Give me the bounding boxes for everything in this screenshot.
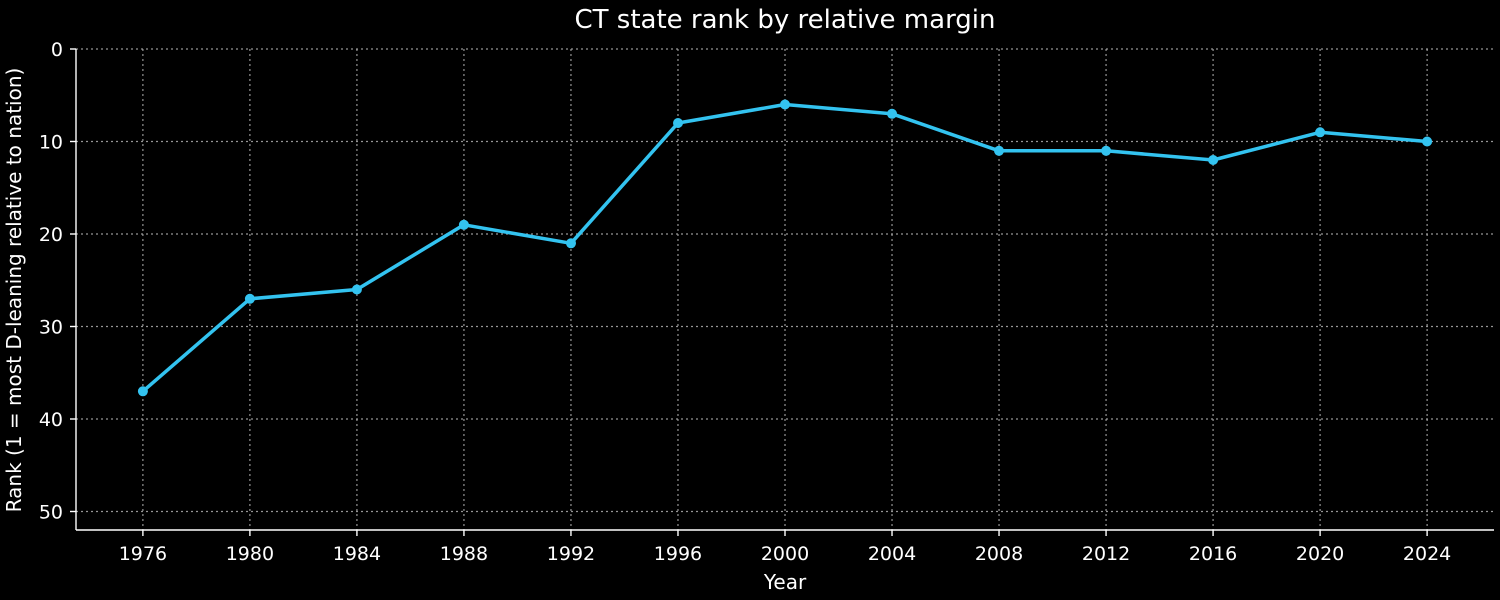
y-axis-label: Rank (1 = most D-leaning relative to nat…: [2, 68, 26, 513]
data-point: [566, 238, 576, 249]
x-tick-label: 1988: [440, 543, 488, 565]
x-tick-label: 2004: [868, 543, 916, 565]
x-tick-label: 2008: [975, 543, 1023, 565]
x-tick-label: 1976: [119, 543, 167, 565]
x-axis-label: Year: [763, 570, 807, 594]
chart-title: CT state rank by relative margin: [574, 5, 995, 35]
y-tick-label: 10: [39, 132, 63, 154]
data-point: [351, 284, 362, 295]
data-point: [673, 118, 683, 128]
axes: 1976 1980 1984 1988 1992 1996 2000 2004 2008 2012…: [39, 39, 1494, 565]
y-tick-label: 0: [51, 39, 63, 61]
x-tick-label: 2024: [1403, 543, 1451, 565]
x-tick-label: 1996: [654, 543, 702, 565]
y-tick-label: 50: [39, 502, 63, 524]
data-point: [1208, 155, 1219, 165]
data-point: [780, 99, 790, 110]
data-point: [244, 293, 255, 304]
data-point: [1422, 136, 1433, 147]
x-tick-label: 2016: [1189, 543, 1237, 565]
x-tick-label: 1992: [547, 543, 595, 565]
x-tick-label: 2020: [1296, 543, 1344, 565]
data-point: [458, 219, 469, 230]
y-tick-label: 40: [39, 409, 63, 431]
data-point: [137, 386, 148, 397]
x-tick-label: 1984: [333, 543, 381, 565]
y-tick-label: 20: [39, 224, 63, 246]
data-point: [1101, 145, 1112, 156]
data-point: [887, 108, 897, 119]
y-tick-label: 30: [39, 317, 63, 339]
x-tick-label: 2012: [1082, 543, 1130, 565]
data-point: [994, 145, 1004, 156]
x-tick-label: 1980: [226, 543, 274, 565]
series-layer: [137, 99, 1433, 397]
data-point: [1315, 127, 1326, 138]
x-tick-label: 2000: [761, 543, 809, 565]
